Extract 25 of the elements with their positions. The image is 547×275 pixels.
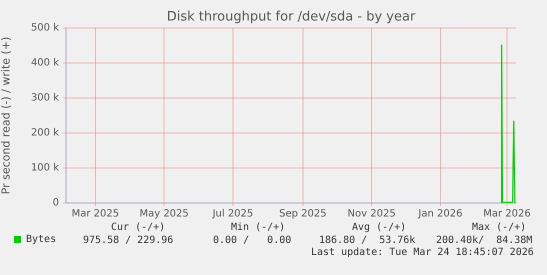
text: Avg (-/+) [352, 222, 406, 233]
y-tick-label: 0 [52, 198, 59, 209]
x-tick-label: Jul 2025 [212, 208, 254, 220]
x-tick-label: Mar 2026 [483, 208, 531, 220]
legend-label: Bytes [26, 234, 56, 245]
x-tick-label: Mar 2025 [72, 208, 120, 220]
text: Min (-/+) [231, 222, 286, 233]
text: Max (-/+) [472, 222, 526, 233]
text: 200.40k/ 84.38M [436, 235, 532, 246]
y-axis-title: Pr second read (-) / write (+) [0, 36, 12, 194]
y-tick-label: 500 k [30, 22, 60, 34]
y-tick-label: 200 k [30, 128, 60, 139]
x-tick-label: Nov 2025 [348, 208, 396, 220]
y-tick-label: 100 k [30, 162, 60, 174]
text: 975.58 / 229.96 [83, 235, 174, 246]
x-tick-label: Sep 2025 [279, 208, 327, 220]
text: Last update: Tue Mar 24 18:45:07 2026 [311, 247, 534, 258]
y-tick-label: 300 k [30, 92, 60, 104]
chart-title: Disk throughput for /dev/sda - by year [166, 9, 416, 24]
text: 186.80 / 53.76k [319, 235, 416, 246]
y-tick-label: 400 k [30, 58, 60, 69]
x-tick-label: Jan 2026 [417, 208, 462, 220]
text: 0.00 / 0.00 [213, 235, 292, 246]
x-tick-label: May 2025 [139, 208, 189, 220]
text: Cur (-/+) [111, 222, 166, 233]
